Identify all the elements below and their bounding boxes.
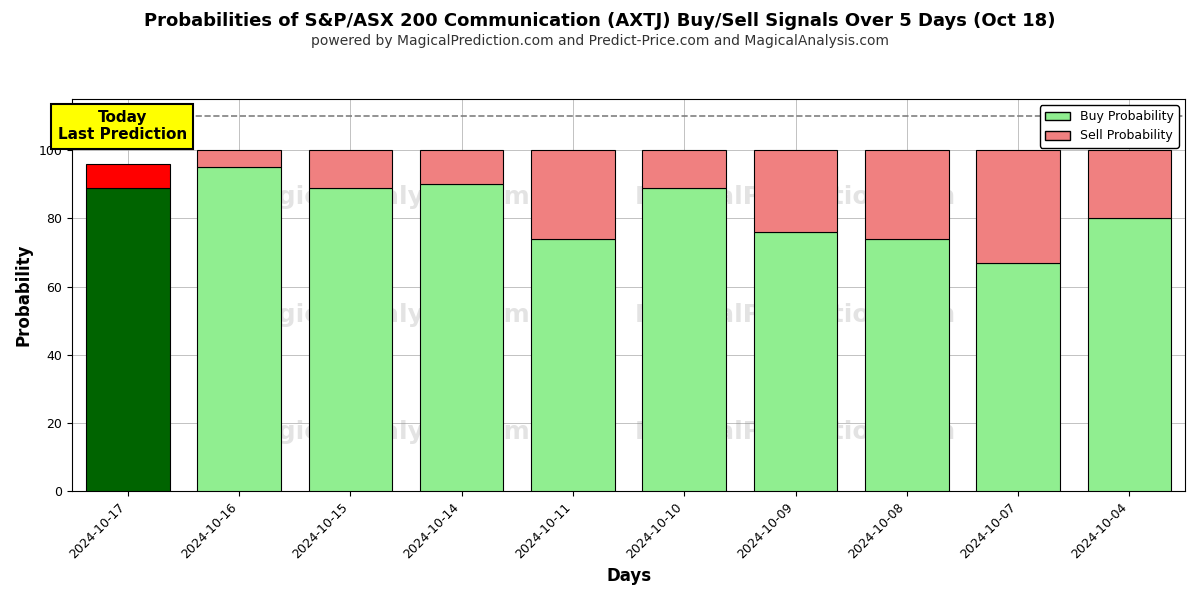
Bar (754, 232, 838, 491)
Text: MagicalAnalysis.com: MagicalAnalysis.com (236, 421, 530, 445)
Bar (532, 150, 614, 239)
Bar (1087, 150, 1171, 218)
Bar (197, 150, 281, 167)
Text: MagicalAnalysis.com: MagicalAnalysis.com (236, 303, 530, 327)
Text: Probabilities of S&P/ASX 200 Communication (AXTJ) Buy/Sell Signals Over 5 Days (: Probabilities of S&P/ASX 200 Communicati… (144, 12, 1056, 30)
Bar (86, 164, 169, 188)
Bar (642, 188, 726, 491)
Text: powered by MagicalPrediction.com and Predict-Price.com and MagicalAnalysis.com: powered by MagicalPrediction.com and Pre… (311, 34, 889, 48)
Bar (308, 188, 392, 491)
Bar (197, 167, 281, 491)
X-axis label: Days: Days (606, 567, 652, 585)
Text: Today
Last Prediction: Today Last Prediction (58, 110, 187, 142)
Bar (420, 184, 503, 491)
Y-axis label: Probability: Probability (16, 244, 34, 346)
Text: MagicalPrediction.com: MagicalPrediction.com (635, 303, 956, 327)
Bar (977, 150, 1060, 263)
Bar (86, 188, 169, 491)
Bar (865, 150, 948, 239)
Text: MagicalAnalysis.com: MagicalAnalysis.com (236, 185, 530, 209)
Text: MagicalPrediction.com: MagicalPrediction.com (635, 421, 956, 445)
Bar (865, 239, 948, 491)
Bar (642, 150, 726, 188)
Bar (1087, 218, 1171, 491)
Bar (532, 239, 614, 491)
Bar (977, 263, 1060, 491)
Legend: Buy Probability, Sell Probability: Buy Probability, Sell Probability (1040, 105, 1178, 148)
Bar (308, 150, 392, 188)
Bar (754, 150, 838, 232)
Text: MagicalPrediction.com: MagicalPrediction.com (635, 185, 956, 209)
Bar (420, 150, 503, 184)
